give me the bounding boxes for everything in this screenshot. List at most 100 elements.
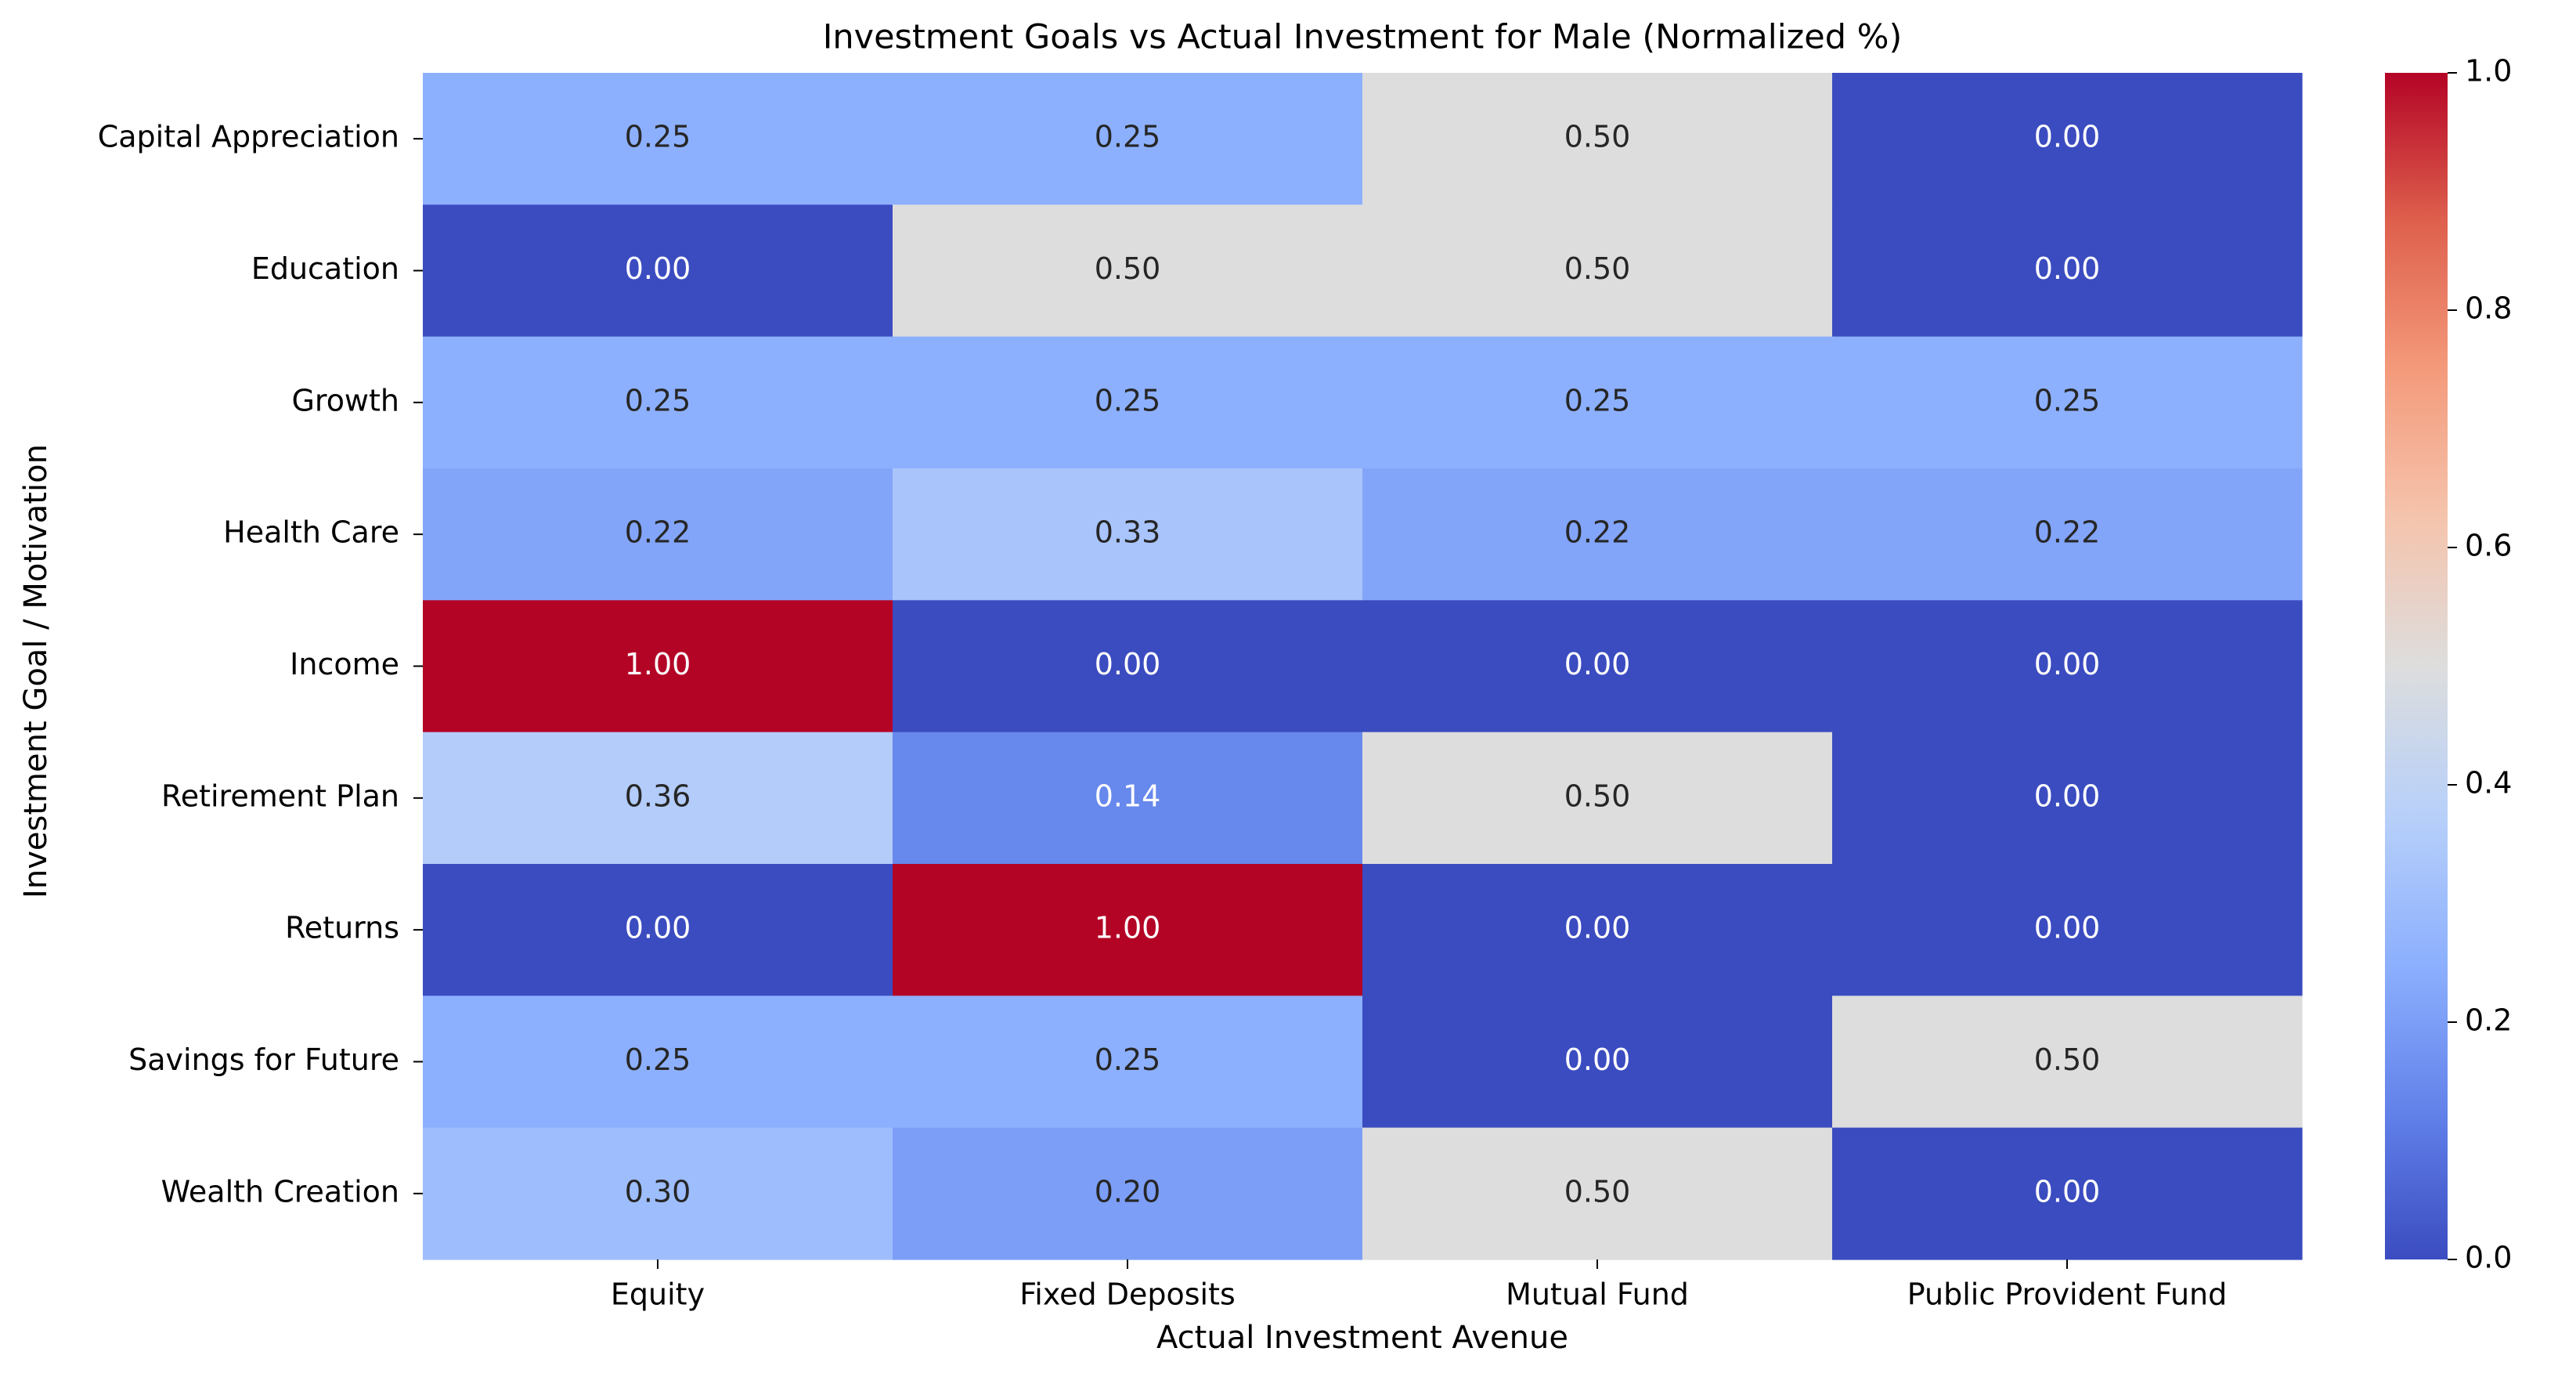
- cell-value-label: 0.00: [2034, 647, 2101, 681]
- cell-annotations: 0.25 0.25 0.50 0.00 0.00 0.50 0.50 0.00 0.25 0.25…: [625, 120, 2101, 1209]
- x-tick-label: Equity: [611, 1277, 705, 1312]
- heatmap-cell: [893, 732, 1363, 865]
- heatmap-cell: [1832, 336, 2303, 469]
- heatmap-cell: [893, 204, 1363, 338]
- heatmap-cell: [423, 864, 893, 996]
- cell-value-label: 0.50: [1564, 251, 1631, 286]
- cell-value-label: 0.30: [625, 1174, 691, 1209]
- cell-value-label: 0.00: [2034, 779, 2101, 813]
- heatmap-cell: [1362, 204, 1833, 338]
- heatmap-cell: [1832, 204, 2303, 338]
- heatmap-cells: [423, 73, 2303, 1260]
- y-tick-label: Savings for Future: [128, 1043, 399, 1077]
- colorbar-tick-label: 0.6: [2465, 529, 2512, 563]
- cell-value-label: 0.33: [1095, 515, 1161, 550]
- cell-value-label: 0.50: [1095, 251, 1161, 286]
- cell-value-label: 0.50: [1564, 779, 1631, 813]
- heatmap-cell: [893, 600, 1363, 733]
- cell-value-label: 0.00: [2034, 251, 2101, 286]
- colorbar-tick-label: 1.0: [2465, 54, 2512, 89]
- cell-value-label: 0.25: [625, 120, 691, 154]
- y-tick-label: Health Care: [223, 515, 399, 550]
- cell-value-label: 0.25: [2034, 383, 2101, 417]
- heatmap-cell: [893, 1127, 1363, 1260]
- heatmap-cell: [893, 336, 1363, 469]
- heatmap-cell: [1832, 996, 2303, 1129]
- cell-value-label: 0.25: [1095, 120, 1161, 154]
- colorbar-tick-label: 0.0: [2465, 1241, 2512, 1275]
- cell-value-label: 0.22: [1564, 515, 1631, 550]
- heatmap-cell: [423, 73, 893, 205]
- y-tick-label: Growth: [291, 383, 399, 417]
- heatmap-cell: [893, 996, 1363, 1129]
- chart-title: Investment Goals vs Actual Investment fo…: [823, 18, 1903, 57]
- cell-value-label: 1.00: [625, 647, 691, 681]
- heatmap-cell: [1362, 732, 1833, 865]
- y-tick-label: Education: [251, 251, 399, 286]
- x-tick-label: Fixed Deposits: [1019, 1277, 1236, 1312]
- heatmap-cell: [1832, 73, 2303, 205]
- heatmap-cell: [1362, 336, 1833, 469]
- heatmap-cell: [1362, 996, 1833, 1129]
- cell-value-label: 0.50: [1564, 1174, 1631, 1209]
- y-tick-label: Returns: [285, 911, 399, 945]
- cell-value-label: 0.36: [625, 779, 691, 813]
- y-tick-label: Wealth Creation: [161, 1174, 399, 1209]
- colorbar-tick-label: 0.2: [2465, 1003, 2512, 1038]
- cell-value-label: 0.00: [1564, 1043, 1631, 1077]
- heatmap-cell: [423, 732, 893, 865]
- cell-value-label: 0.25: [1095, 383, 1161, 417]
- heatmap-cell: [423, 600, 893, 733]
- cell-value-label: 1.00: [1095, 911, 1161, 945]
- heatmap-cell: [893, 864, 1363, 996]
- heatmap-cell: [1362, 73, 1833, 205]
- cell-value-label: 0.00: [1564, 911, 1631, 945]
- cell-value-label: 0.25: [625, 383, 691, 417]
- heatmap-cell: [1832, 468, 2303, 601]
- heatmap-cell: [423, 204, 893, 338]
- cell-value-label: 0.00: [1095, 647, 1161, 681]
- heatmap-cell: [423, 996, 893, 1129]
- cell-value-label: 0.50: [2034, 1043, 2101, 1077]
- heatmap-cell: [1832, 864, 2303, 996]
- heatmap-cell: [1832, 732, 2303, 865]
- cell-value-label: 0.00: [2034, 1174, 2101, 1209]
- cell-value-label: 0.25: [1564, 383, 1631, 417]
- heatmap-cell: [893, 468, 1363, 601]
- y-tick-label: Income: [290, 647, 399, 681]
- colorbar: 0.0 0.2 0.4 0.6 0.8 1.0: [2385, 54, 2512, 1275]
- heatmap-cell: [1362, 1127, 1833, 1260]
- cell-value-label: 0.00: [625, 251, 691, 286]
- heatmap-cell: [423, 336, 893, 469]
- heatmap-cell: [893, 73, 1363, 205]
- cell-value-label: 0.00: [1564, 647, 1631, 681]
- heatmap-cell: [1362, 864, 1833, 996]
- heatmap-cell: [1832, 1127, 2303, 1260]
- heatmap-cell: [1362, 468, 1833, 601]
- x-tick-label: Mutual Fund: [1506, 1277, 1689, 1312]
- heatmap-cell: [423, 1127, 893, 1260]
- y-axis-label: Investment Goal / Motivation: [18, 444, 54, 898]
- cell-value-label: 0.00: [2034, 911, 2101, 945]
- y-axis-ticks: Capital Appreciation Education Growth Healt…: [98, 120, 423, 1209]
- cell-value-label: 0.00: [2034, 120, 2101, 154]
- cell-value-label: 0.14: [1095, 779, 1161, 813]
- colorbar-gradient: [2385, 73, 2448, 1259]
- cell-value-label: 0.25: [1095, 1043, 1161, 1077]
- cell-value-label: 0.22: [2034, 515, 2101, 550]
- cell-value-label: 0.20: [1095, 1174, 1161, 1209]
- colorbar-tick-label: 0.4: [2465, 766, 2512, 800]
- cell-value-label: 0.50: [1564, 120, 1631, 154]
- x-axis-ticks: Equity Fixed Deposits Mutual Fund Public Pr…: [611, 1259, 2227, 1312]
- heatmap-cell: [1832, 600, 2303, 733]
- y-tick-label: Retirement Plan: [161, 779, 399, 813]
- colorbar-tick-label: 0.8: [2465, 291, 2512, 326]
- cell-value-label: 0.25: [625, 1043, 691, 1077]
- heatmap-cell: [1362, 600, 1833, 733]
- x-axis-label: Actual Investment Avenue: [1156, 1320, 1568, 1356]
- x-tick-label: Public Provident Fund: [1907, 1277, 2228, 1312]
- cell-value-label: 0.00: [625, 911, 691, 945]
- cell-value-label: 0.22: [625, 515, 691, 550]
